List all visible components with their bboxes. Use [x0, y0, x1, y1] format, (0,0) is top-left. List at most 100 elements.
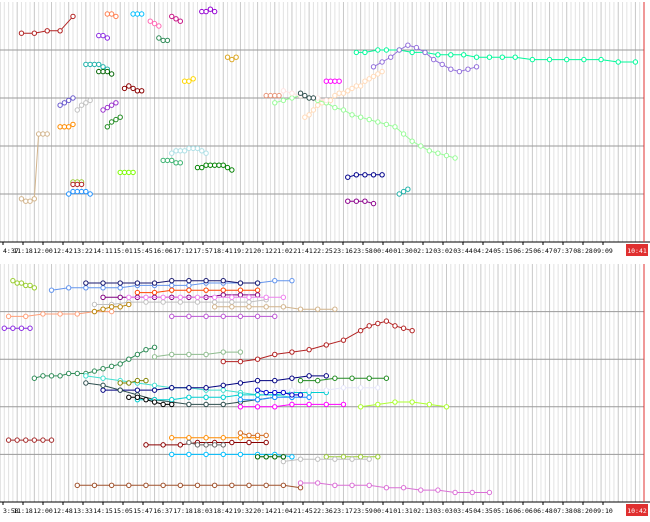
top-data-point [57, 102, 63, 108]
top-series-s24 [117, 169, 136, 176]
bottom-data-point [220, 451, 226, 458]
top-data-point [396, 47, 402, 53]
bottom-data-point [289, 375, 295, 381]
bottom-data-point [220, 277, 226, 284]
bottom-x-tick-label: 08:20 [573, 507, 593, 515]
bottom-data-point [91, 301, 98, 308]
bottom-series-b34 [280, 456, 372, 465]
top-data-point [362, 172, 368, 178]
top-data-point [74, 188, 80, 195]
bottom-x-tick-label: 3:58 [3, 507, 19, 515]
bottom-data-point [83, 380, 89, 386]
top-series-s17 [169, 13, 184, 24]
top-data-point [306, 112, 312, 118]
bottom-series-b37 [254, 454, 287, 460]
bottom-data-point [409, 327, 415, 334]
top-data-point [31, 196, 38, 202]
top-data-point [186, 78, 192, 84]
top-x-tick-label: 09:09 [593, 247, 613, 255]
bottom-data-point [237, 280, 244, 286]
bottom-data-point [203, 435, 209, 441]
bottom-series-line [85, 382, 275, 405]
bottom-current-time-badge [626, 504, 648, 516]
bottom-data-point [220, 387, 226, 393]
bottom-series-b36 [297, 480, 493, 496]
bottom-data-point [220, 382, 226, 389]
top-data-point [44, 28, 50, 34]
top-data-point [151, 20, 158, 27]
top-data-point [164, 157, 171, 164]
bottom-data-point [400, 325, 407, 331]
bottom-data-point [280, 389, 287, 396]
bottom-series-b12 [1, 325, 33, 331]
top-x-tick-label: 16:06 [153, 247, 173, 255]
top-data-point [289, 95, 295, 101]
bottom-x-tick-label: 05:16 [493, 507, 513, 515]
top-data-point [306, 95, 312, 101]
bottom-data-point [272, 351, 278, 358]
top-data-point [108, 71, 115, 77]
bottom-data-point [91, 482, 98, 489]
top-data-point [272, 100, 278, 106]
bottom-x-tick-label: 00:41 [373, 507, 393, 515]
top-series-s11 [147, 18, 162, 29]
top-data-point [310, 107, 317, 113]
top-data-point [100, 68, 106, 75]
bottom-x-tick-label: 09:10 [593, 507, 613, 515]
top-data-point [169, 157, 175, 164]
bottom-data-point [306, 401, 312, 408]
top-data-point [121, 85, 128, 92]
top-series-s34 [396, 186, 411, 197]
bottom-data-point [332, 482, 338, 489]
top-series-s6 [57, 95, 76, 108]
bottom-data-point [203, 385, 209, 391]
bottom-data-point [100, 294, 106, 301]
bottom-series-b20 [237, 401, 347, 410]
top-data-point [546, 56, 553, 63]
top-data-point [199, 148, 205, 154]
bottom-data-point [27, 282, 33, 289]
bottom-x-tick-label: 20:14 [253, 507, 273, 515]
top-x-tick-label: 21:41 [293, 247, 313, 255]
bottom-series-b19 [134, 389, 329, 403]
top-data-point [392, 124, 398, 130]
top-series-s5 [96, 68, 115, 77]
bottom-data-point [263, 389, 269, 396]
top-data-point [327, 78, 334, 84]
top-data-point [340, 107, 347, 113]
top-data-point [57, 124, 63, 130]
top-data-point [203, 150, 209, 156]
bottom-data-point [315, 306, 321, 312]
top-data-point [366, 116, 372, 123]
top-data-point [173, 148, 179, 154]
bottom-series-line [283, 458, 370, 462]
bottom-data-point [117, 361, 123, 367]
top-series-s12 [130, 11, 145, 17]
bottom-data-point [237, 396, 244, 403]
top-data-point [35, 131, 42, 137]
bottom-x-tick-label: 03:45 [453, 507, 473, 515]
top-data-point [87, 61, 93, 68]
bottom-series-b3 [83, 277, 261, 286]
top-series-line [347, 200, 374, 205]
bottom-series-b11 [211, 304, 338, 312]
top-x-tick-label: 19:21 [233, 247, 253, 255]
bottom-series-b28 [5, 437, 55, 443]
top-data-point [362, 198, 368, 204]
top-data-point [91, 61, 98, 68]
bottom-data-point [272, 277, 278, 284]
top-data-point [138, 11, 145, 17]
top-x-tick-label: 03:44 [453, 247, 473, 255]
bottom-data-point [220, 442, 226, 448]
bottom-data-point [237, 380, 244, 386]
top-chart-panel: 4:37 11:18 12:00 12:42 13:22 14:11 15:01 15:45 1… [0, 0, 650, 258]
top-x-tick-label: 18:41 [213, 247, 233, 255]
top-x-tick-label: 12:42 [53, 247, 73, 255]
top-data-point [108, 11, 115, 17]
bottom-data-point [57, 373, 63, 379]
top-data-point [435, 150, 441, 156]
bottom-data-point [126, 294, 132, 301]
top-data-point [70, 181, 76, 188]
bottom-data-point [186, 451, 192, 458]
bottom-series-b13 [220, 318, 415, 365]
